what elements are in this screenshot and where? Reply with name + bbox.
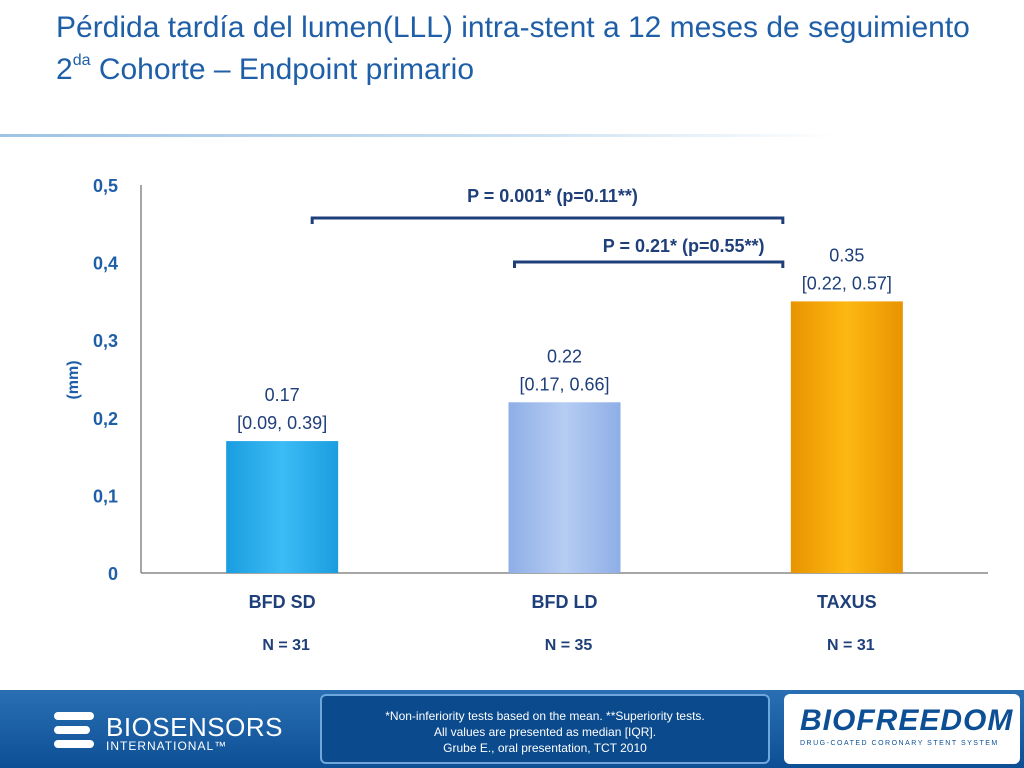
comparison-label: P = 0.001* (p=0.11**)	[467, 186, 638, 206]
page-title: Pérdida tardía del lumen(LLL) intra-sten…	[56, 11, 970, 44]
y-tick-label: 0,5	[93, 176, 118, 196]
y-tick-label: 0	[108, 564, 118, 584]
page-subtitle: 2da Cohorte – Endpoint primario	[56, 44, 996, 87]
subtitle-text: Cohorte – Endpoint primario	[90, 53, 475, 86]
title-block: Pérdida tardía del lumen(LLL) intra-sten…	[56, 12, 996, 87]
y-tick-label: 0,1	[93, 486, 118, 506]
bar-bfd-sd	[226, 441, 339, 573]
comparison-bracket	[310, 216, 785, 224]
footnotes: *Non-inferiority tests based on the mean…	[330, 708, 760, 756]
bar-value-label: 0.22	[547, 346, 582, 366]
footnote-line: All values are presented as median [IQR]…	[433, 725, 657, 739]
biofreedom-name: BIOFREEDOM	[800, 704, 1014, 737]
subtitle-superscript: da	[72, 52, 91, 69]
bar-chart: (mm) 0 0,1 0,2 0,3 0,4 0,5 0.17 [0.09, 0.39] BFD…	[65, 176, 988, 654]
x-tick-label: BFD LD	[532, 592, 598, 612]
subtitle-prefix: 2	[56, 53, 73, 86]
x-tick-label: TAXUS	[817, 592, 877, 612]
title-divider	[0, 134, 840, 137]
comparison-label: P = 0.21* (p=0.55**)	[603, 236, 765, 256]
biosensors-name: BIOSENSORS	[106, 712, 283, 742]
footnote-panel	[320, 694, 770, 764]
footnote-line: Grube E., oral presentation, TCT 2010	[443, 741, 647, 755]
n-label: N = 31	[262, 637, 310, 654]
n-label: N = 35	[545, 637, 593, 654]
biofreedom-logo: BIOFREEDOM DRUG-COATED CORONARY STENT SY…	[784, 694, 1020, 764]
bar-iqr-label: [0.09, 0.39]	[237, 413, 327, 433]
bar-value-label: 0.17	[265, 385, 300, 405]
bar-iqr-label: [0.22, 0.57]	[802, 273, 892, 293]
biofreedom-tagline: DRUG-COATED CORONARY STENT SYSTEM	[800, 740, 999, 747]
comparison-bracket	[513, 260, 785, 268]
y-tick-label: 0,4	[93, 254, 118, 274]
bar-iqr-label: [0.17, 0.66]	[519, 374, 609, 394]
y-axis-label: (mm)	[65, 360, 82, 399]
bar-bfd-ld	[508, 402, 621, 573]
y-tick-label: 0,3	[93, 331, 118, 351]
y-tick-label: 0,2	[93, 409, 118, 429]
footnote-line: *Non-inferiority tests based on the mean…	[385, 709, 705, 723]
x-tick-label: BFD SD	[249, 592, 316, 612]
bar-taxus	[790, 301, 903, 573]
bar-value-label: 0.35	[829, 245, 864, 265]
n-label: N = 31	[827, 637, 875, 654]
biosensors-subname: INTERNATIONAL™	[106, 739, 228, 753]
biosensors-mark-icon	[54, 712, 94, 748]
